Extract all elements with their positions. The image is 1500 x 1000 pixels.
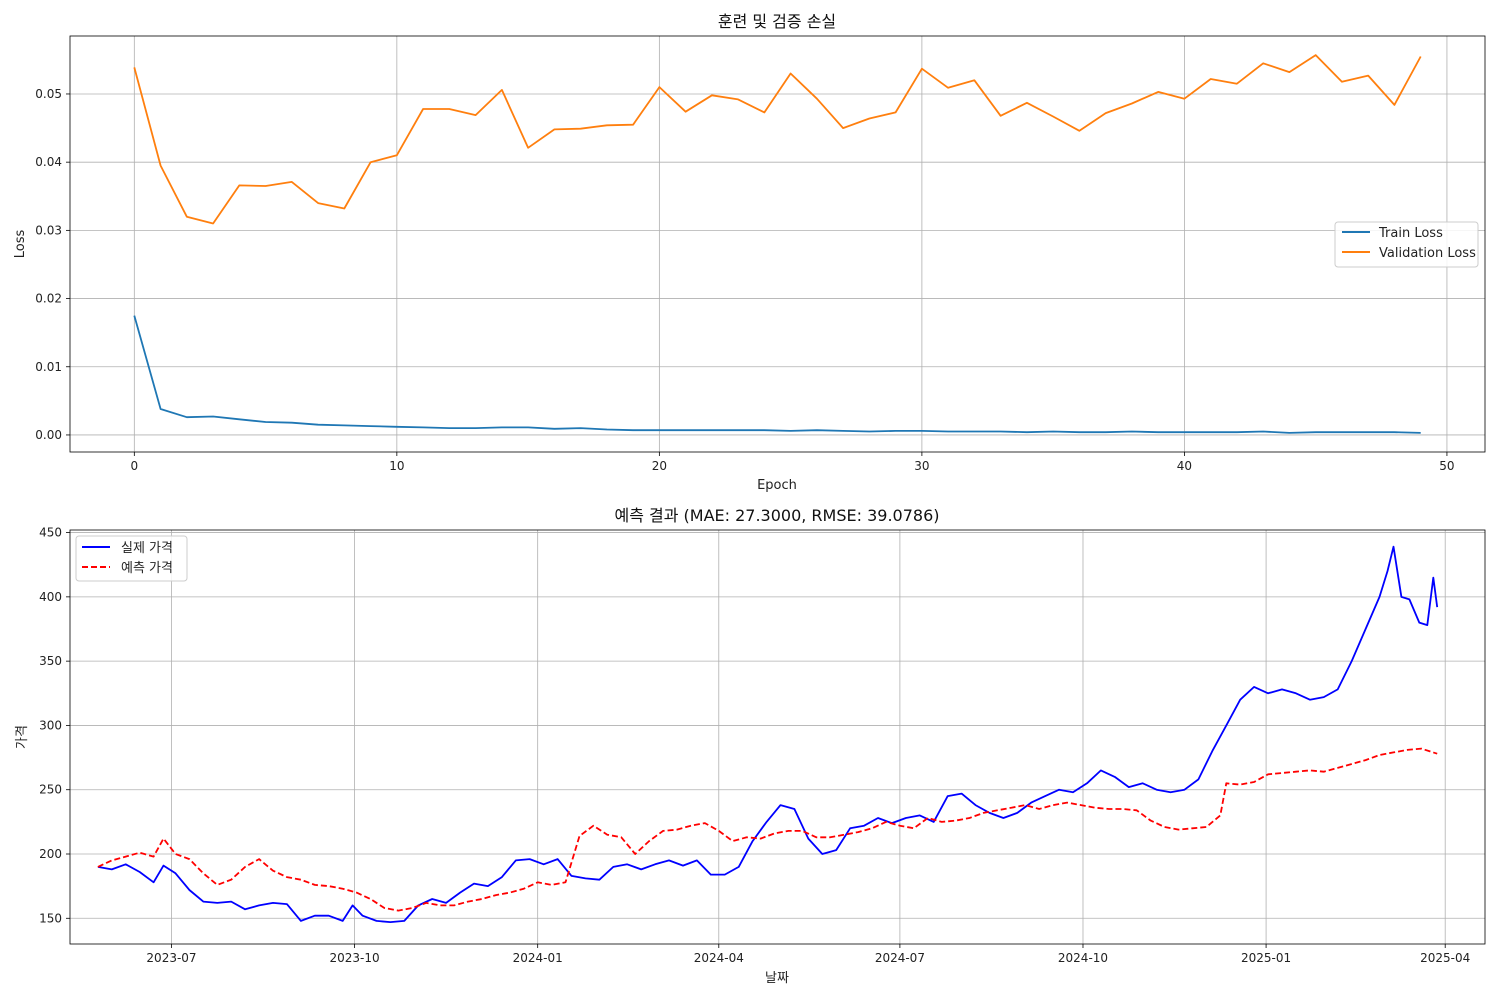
y-tick-label: 150 (39, 911, 62, 925)
loss-chart-xlabel: Epoch (757, 478, 797, 493)
y-tick-label: 0.02 (35, 292, 62, 306)
y-tick-label: 450 (39, 526, 62, 540)
series-line-1 (97, 747, 1438, 912)
x-tick-label: 2024-07 (875, 951, 925, 965)
x-tick-label: 2023-07 (146, 951, 196, 965)
x-tick-label: 30 (914, 459, 929, 473)
x-tick-label: 2025-01 (1241, 951, 1291, 965)
loss-chart-ticks: 0 10 20 30 40 50 0.00 0.01 0.02 0.03 0.04 0.05 (35, 87, 1454, 473)
y-tick-label: 0.04 (35, 155, 62, 169)
x-tick-label: 10 (389, 459, 404, 473)
x-tick-label: 2024-04 (694, 951, 744, 965)
y-tick-label: 350 (39, 654, 62, 668)
prediction-chart-ticks: 2023-07 2023-10 2024-01 2024-04 2024-07 2024-… (39, 526, 1470, 965)
y-tick-label: 400 (39, 590, 62, 604)
prediction-chart-frame (69, 529, 1486, 945)
prediction-chart-xlabel: 날짜 (765, 971, 789, 986)
x-tick-label: 2024-01 (513, 951, 563, 965)
y-tick-label: 0.05 (35, 87, 62, 101)
prediction-chart-series (97, 545, 1439, 923)
x-tick-label: 2024-10 (1058, 951, 1108, 965)
x-tick-label: 2025-04 (1420, 951, 1470, 965)
y-tick-label: 200 (39, 847, 62, 861)
series-line-0 (133, 315, 1421, 434)
loss-legend-label-train: Train Loss (1378, 226, 1443, 241)
x-tick-label: 50 (1439, 459, 1454, 473)
prediction-chart-grid (70, 530, 1485, 944)
series-line-0 (97, 545, 1439, 923)
loss-chart: 0 10 20 30 40 50 0.00 0.01 0.02 0.03 0.04 0.05 훈련 및… (13, 12, 1486, 493)
prediction-legend-label-actual: 실제 가격 (121, 541, 173, 556)
loss-chart-title: 훈련 및 검증 손실 (718, 12, 836, 31)
y-tick-label: 0.01 (35, 360, 62, 374)
loss-chart-ylabel: Loss (13, 230, 28, 259)
x-tick-label: 0 (130, 459, 138, 473)
y-tick-label: 250 (39, 783, 62, 797)
loss-legend-box (1334, 221, 1479, 268)
x-tick-label: 40 (1177, 459, 1192, 473)
y-tick-label: 0.03 (35, 223, 62, 237)
series-line-1 (133, 54, 1422, 225)
x-tick-label: 2023-10 (330, 951, 380, 965)
prediction-chart: 2023-07 2023-10 2024-01 2024-04 2024-07 2024-… (15, 506, 1486, 986)
loss-legend-label-validation: Validation Loss (1379, 246, 1476, 261)
y-tick-label: 300 (39, 718, 62, 732)
x-tick-label: 20 (652, 459, 667, 473)
prediction-chart-legend: 실제 가격 예측 가격 (75, 535, 188, 582)
loss-chart-frame (69, 35, 1486, 453)
prediction-legend-label-predicted: 예측 가격 (121, 561, 173, 576)
y-tick-label: 0.00 (35, 428, 62, 442)
loss-chart-series (133, 54, 1422, 434)
loss-chart-legend: Train Loss Validation Loss (1334, 221, 1479, 268)
prediction-chart-ylabel: 가격 (15, 725, 30, 749)
prediction-chart-title: 예측 결과 (MAE: 27.3000, RMSE: 39.0786) (614, 506, 939, 525)
